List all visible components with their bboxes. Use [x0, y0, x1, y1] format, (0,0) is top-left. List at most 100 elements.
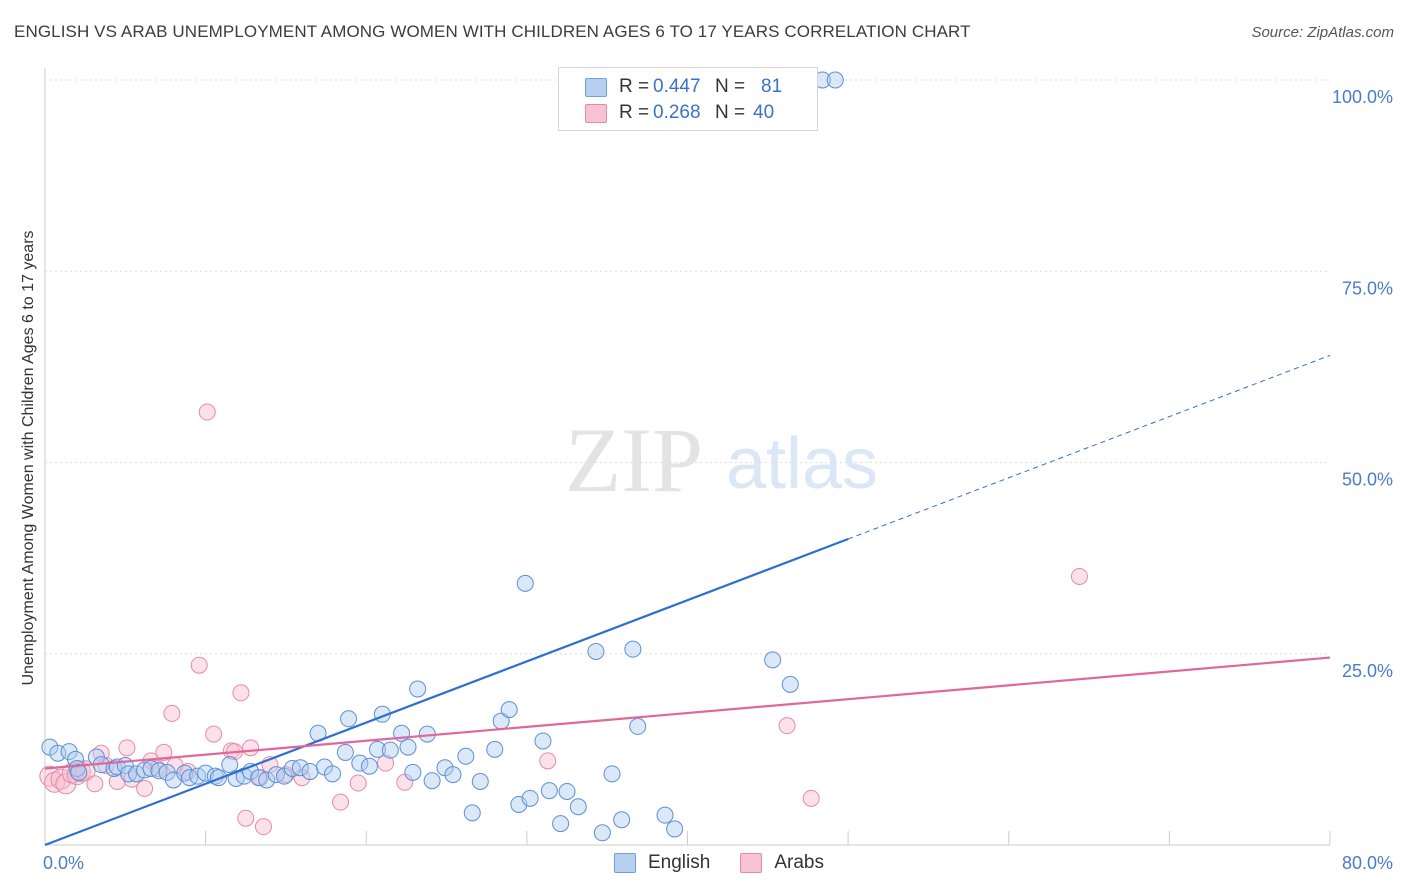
- english-point: [587, 642, 605, 660]
- english-point: [351, 754, 369, 772]
- english-point: [624, 640, 642, 658]
- english-point: [463, 804, 481, 822]
- english-point: [136, 761, 154, 779]
- correlation-legend: R = 0.447 N = 81 R = 0.268 N = 40: [558, 67, 818, 131]
- y-tick-label: 75.0%: [1342, 278, 1393, 298]
- x-tick-label: 80.0%: [1342, 853, 1393, 873]
- legend-label-english: English: [648, 852, 711, 873]
- english-point: [500, 701, 518, 719]
- source-label: Source: ZipAtlas.com: [1251, 24, 1394, 41]
- legend-n-label: N =: [715, 102, 746, 123]
- legend-swatch-arabs: [585, 103, 607, 123]
- legend-r-label: R =: [619, 102, 650, 123]
- x-tick-label: 0.0%: [43, 853, 84, 873]
- english-point: [340, 710, 358, 728]
- legend-item-arabs[interactable]: Arabs: [740, 852, 824, 874]
- arabs-point: [163, 704, 181, 722]
- english-point: [764, 651, 782, 669]
- arabs-point: [778, 717, 796, 735]
- arabs-point: [332, 793, 350, 811]
- legend-r-value: 0.268: [653, 102, 701, 123]
- arabs-point: [118, 739, 136, 757]
- y-tick-label: 100.0%: [1332, 87, 1393, 107]
- english-point: [558, 782, 576, 800]
- arabs-trend-line: [44, 656, 1331, 770]
- y-tick-label: 50.0%: [1342, 470, 1393, 490]
- english-point: [197, 764, 215, 782]
- watermark: ZIP atlas: [565, 409, 878, 511]
- legend-row-english: R = 0.447 N = 81: [585, 75, 782, 99]
- english-point: [209, 769, 227, 787]
- english-point: [221, 756, 239, 774]
- legend-r-value: 0.447: [653, 76, 701, 97]
- english-trend-line: [44, 537, 849, 847]
- chart-title: ENGLISH VS ARAB UNEMPLOYMENT AMONG WOMEN…: [14, 22, 971, 41]
- english-point: [70, 763, 88, 781]
- arabs-point: [232, 684, 250, 702]
- legend-label-arabs: Arabs: [774, 852, 824, 873]
- y-tick-label: 25.0%: [1342, 661, 1393, 681]
- english-point: [471, 773, 489, 791]
- arabs-point: [155, 743, 173, 761]
- english-point: [552, 815, 570, 833]
- english-point: [301, 763, 319, 781]
- english-point: [336, 743, 354, 761]
- english-point: [176, 764, 194, 782]
- english-point: [593, 824, 611, 842]
- legend-swatch-arabs: [740, 853, 763, 873]
- legend-item-english[interactable]: English: [614, 852, 710, 874]
- arabs-point: [539, 752, 557, 770]
- arabs-point: [237, 809, 255, 827]
- english-point: [368, 740, 386, 758]
- series-legend: English Arabs: [614, 852, 854, 874]
- arabs-point: [55, 773, 77, 795]
- english-point: [404, 763, 422, 781]
- arabs-point: [349, 774, 367, 792]
- english-point: [534, 732, 552, 750]
- legend-n-label: N =: [715, 76, 746, 97]
- arabs-point: [136, 779, 154, 797]
- arabs-point: [190, 656, 208, 674]
- english-point: [516, 574, 534, 592]
- trend-lines: [44, 354, 1331, 847]
- english-trend-extension: [847, 354, 1331, 540]
- english-point: [258, 771, 276, 789]
- watermark-zip: ZIP: [565, 409, 703, 511]
- english-point: [781, 675, 799, 693]
- tick-labels: 25.0% 50.0% 75.0% 100.0% 0.0% 80.0%: [43, 87, 1393, 873]
- arabs-point: [44, 771, 66, 793]
- grid-lines: [45, 79, 1330, 655]
- legend-swatch-english: [585, 77, 607, 97]
- arabs-point: [242, 739, 260, 757]
- english-point: [656, 806, 674, 824]
- legend-swatch-english: [614, 853, 636, 873]
- legend-row-arabs: R = 0.268 N = 40: [585, 101, 774, 125]
- arabs-point: [1070, 567, 1088, 585]
- english-point: [409, 680, 427, 698]
- english-point: [521, 789, 539, 807]
- english-point: [399, 738, 417, 756]
- axes: [44, 68, 1331, 846]
- english-point: [613, 811, 631, 829]
- english-point: [540, 782, 558, 800]
- arabs-point: [198, 403, 216, 421]
- english-points: [41, 71, 844, 842]
- arabs-point: [254, 818, 272, 836]
- english-point: [381, 741, 399, 759]
- legend-n-value: 40: [753, 102, 775, 123]
- english-point: [291, 759, 309, 777]
- arabs-point: [123, 770, 141, 788]
- english-point: [324, 765, 342, 783]
- arabs-point: [802, 789, 820, 807]
- legend-r-label: R =: [619, 76, 650, 97]
- english-point: [360, 757, 378, 775]
- english-point: [457, 747, 475, 765]
- english-point: [444, 766, 462, 784]
- arabs-point: [86, 775, 104, 793]
- arabs-point: [377, 754, 395, 772]
- watermark-atlas: atlas: [726, 424, 878, 504]
- english-point: [666, 820, 684, 838]
- english-point: [486, 740, 504, 758]
- english-point: [826, 71, 844, 89]
